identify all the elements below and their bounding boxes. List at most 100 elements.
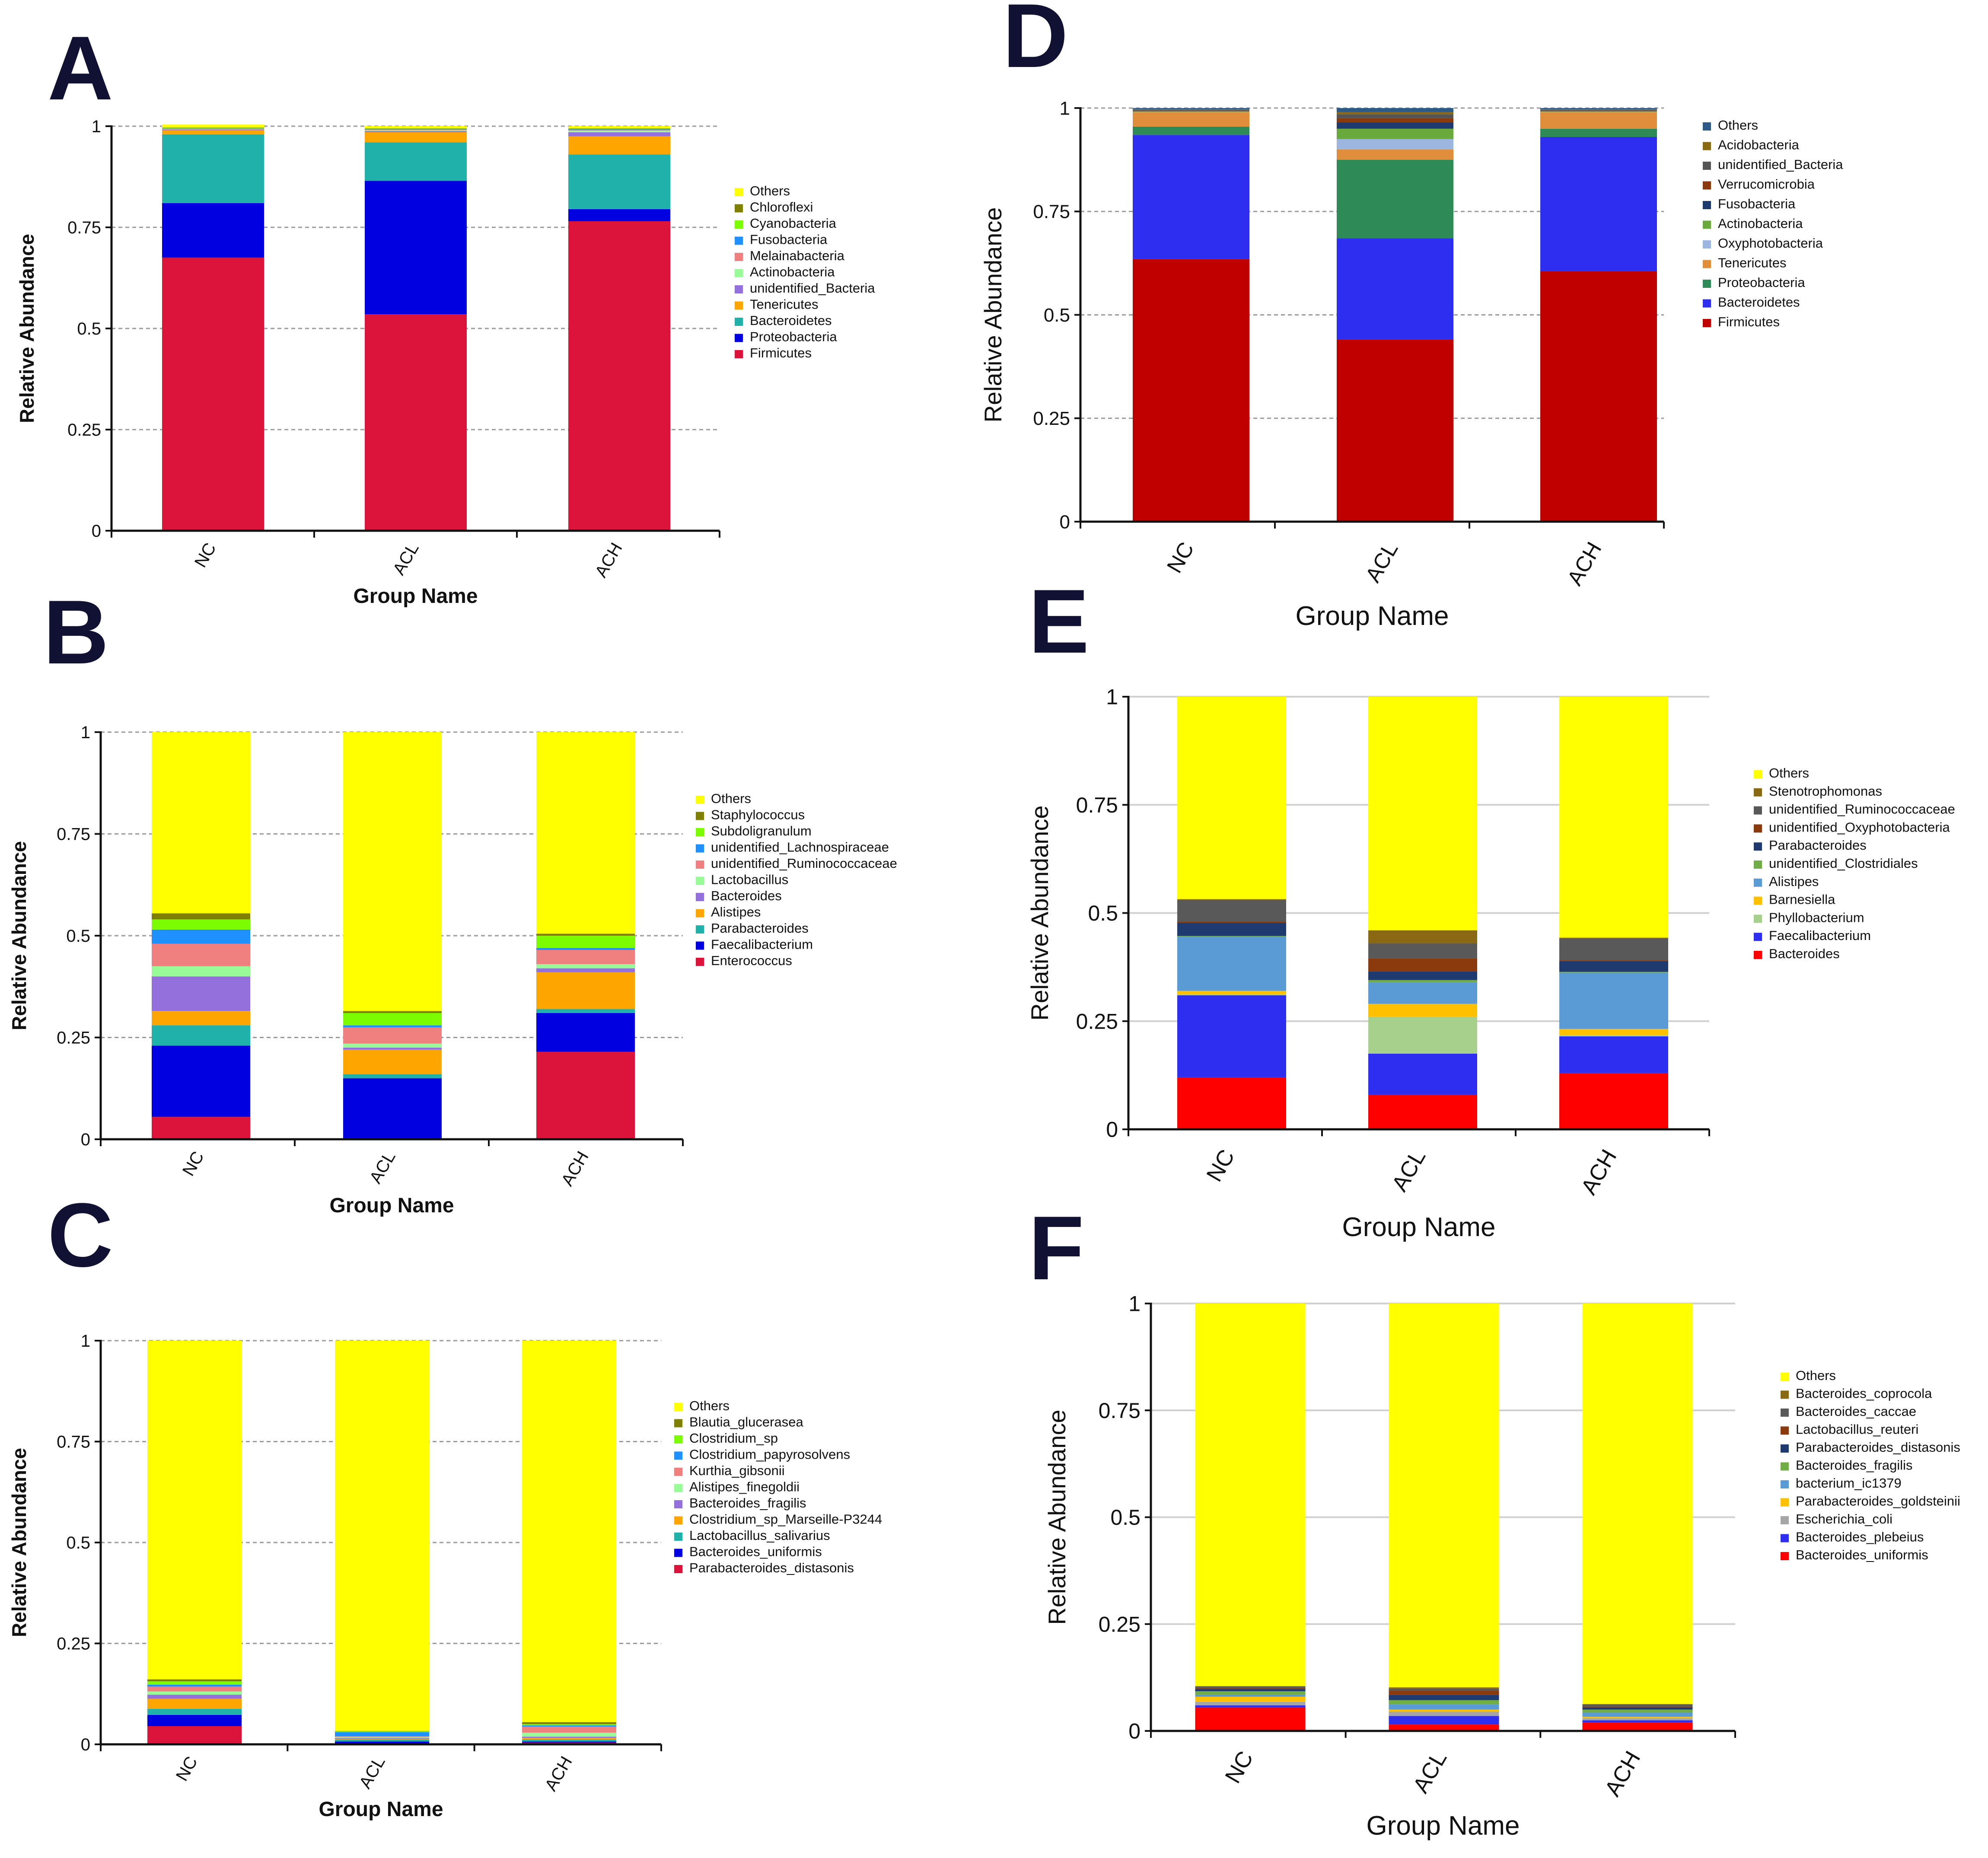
legend-swatch [1703, 299, 1711, 308]
bar-segment-acl-lactobacillus-salivarius [335, 1739, 429, 1742]
bar-segment-nc-unidentified-bacteria [162, 129, 264, 131]
bar-segment-ach-subdoligranulum [536, 936, 635, 948]
legend-label: Bacteroides_plebeius [1796, 1530, 1924, 1545]
bar-segment-nc-others [147, 1341, 242, 1680]
y-tick-label: 0.5 [77, 319, 101, 338]
bar-segment-acl-faecalibacterium [343, 1078, 442, 1139]
bar-segment-nc-others [152, 732, 250, 914]
legend-swatch [1703, 240, 1711, 249]
y-tick-label: 0 [1106, 1118, 1118, 1142]
legend-swatch [735, 285, 743, 293]
x-tick-label: ACL [1360, 538, 1402, 586]
legend-label: Escherichia_coli [1796, 1511, 1892, 1527]
legend-swatch [1781, 1426, 1789, 1435]
legend-swatch [1781, 1516, 1789, 1524]
bar-segment-acl-staphylococcus [343, 1011, 442, 1013]
bar-segment-acl-bacteroides-fragilis [1389, 1700, 1499, 1705]
bar-segment-nc-firmicutes [1133, 259, 1249, 522]
bar-segment-acl-others [1389, 1303, 1499, 1688]
legend: Others Bacteroides_coprocola Bacteroides_c… [1781, 1368, 1960, 1562]
bar-segment-ach-alistipes [536, 972, 635, 1009]
bar-segment-acl-others [335, 1341, 429, 1731]
bar-segment-ach-others [522, 1341, 616, 1722]
x-tick-label: ACL [356, 1753, 389, 1792]
legend-swatch [735, 334, 743, 342]
x-axis-title: Group Name [319, 1798, 443, 1821]
bar-segment-nc-tenericutes [162, 130, 264, 134]
bar-segment-nc-lactobacillus-salivarius [147, 1708, 242, 1715]
bar-segment-nc-bacteroides [1177, 1077, 1286, 1129]
legend-label: Phyllobacterium [1769, 910, 1864, 925]
panel-d: D 0 0.25 0.5 0.75 1 NC ACL ACH Relative Abundance… [979, 0, 1843, 631]
bar-segment-nc-faecalibacterium [152, 1045, 250, 1117]
bar-segment-nc-proteobacteria [162, 203, 264, 258]
legend-swatch [1754, 788, 1762, 797]
bar-segment-ach-bacteroides-coprocola [1582, 1704, 1693, 1705]
bar-segment-nc-clostridium-sp-marseille-p3244 [147, 1699, 242, 1709]
bar-segment-ach-others [1540, 108, 1657, 109]
legend-swatch [674, 1549, 682, 1557]
bar-segment-nc-subdoligranulum [152, 919, 250, 930]
bar-segment-ach-fusobacteria [568, 129, 670, 130]
bar-segment-acl-bacteroides-fragilis [335, 1738, 429, 1739]
legend-swatch [1703, 220, 1711, 229]
legend-swatch [674, 1516, 682, 1525]
bar-segment-acl-bacteroidetes [1337, 238, 1453, 340]
bar-segment-ach-barnesiella [1559, 1029, 1668, 1036]
bar-segment-nc-bacteroidetes [1133, 135, 1249, 259]
bar-segment-ach-blautia-glucerasea [522, 1722, 616, 1724]
bar-segment-ach-stenotrophomonas [1559, 937, 1668, 939]
legend-swatch [696, 958, 704, 966]
legend-swatch [1781, 1462, 1789, 1471]
bar-segment-ach-unidentified-bacteria [1540, 109, 1657, 111]
bar-segment-acl-fusobacteria [365, 129, 467, 130]
bar-segment-ach-chloroflexi [568, 128, 670, 129]
y-tick-label: 0.75 [67, 218, 101, 237]
bar-segment-acl-others [1368, 697, 1477, 931]
x-axis-title: Group Name [353, 585, 478, 608]
legend-label: Alistipes [711, 905, 761, 920]
bar-segment-acl-proteobacteria [365, 181, 467, 315]
bar-segment-acl-lactobacillus [343, 1043, 442, 1048]
y-tick-label: 1 [81, 723, 90, 742]
y-tick-label: 0.75 [1076, 793, 1118, 817]
legend-label: Tenericutes [750, 297, 819, 312]
bar-segment-nc-staphylococcus [152, 913, 250, 920]
legend-label: Bacteroides_coprocola [1796, 1386, 1932, 1401]
bar-segment-nc-unidentified-ruminococcaceae [1177, 900, 1286, 922]
bar-segment-acl-unidentified-bacteria [1337, 114, 1453, 118]
y-axis-title: Relative Abundance [8, 1448, 30, 1637]
legend-label: Blautia_glucerasea [689, 1415, 803, 1430]
y-tick-label: 0.25 [1033, 408, 1070, 429]
bar-segment-ach-enterococcus [536, 1052, 635, 1139]
bar-segment-nc-unidentified-lachnospiraceae [152, 929, 250, 944]
bar-segment-nc-parabacteroides [1177, 923, 1286, 936]
bar-segment-acl-alistipes [1368, 982, 1477, 1004]
legend-swatch [1703, 280, 1711, 288]
legend-label: Parabacteroides_distasonis [689, 1560, 854, 1575]
bar-segment-acl-escherichia-coli [1389, 1711, 1499, 1716]
bar-segment-acl-unidentified-lachnospiraceae [343, 1025, 442, 1027]
legend-swatch [696, 925, 704, 934]
legend-swatch [1703, 162, 1711, 170]
legend-swatch [1754, 951, 1762, 959]
bar-segment-nc-chloroflexi [162, 127, 264, 128]
legend-label: Cyanobacteria [750, 216, 837, 231]
y-tick-label: 0 [81, 1735, 90, 1754]
x-tick-label: NC [191, 540, 220, 571]
panel-b: B 0 0.25 0.5 0.75 1 NC ACL ACH Relative Abundance… [8, 581, 897, 1217]
legend-label: Lactobacillus_salivarius [689, 1528, 830, 1543]
x-tick-label: NC [179, 1148, 208, 1179]
bar-segment-acl-melainabacteria [365, 129, 467, 131]
legend-label: Bacteroides_uniformis [689, 1544, 822, 1559]
bar-segment-ach-bacterium-ic1379 [1582, 1712, 1693, 1717]
panel-a: A 0 0.25 0.5 0.75 1 NC ACL ACH Relative Abundance… [16, 17, 875, 608]
bar-segment-acl-faecalibacterium [1368, 1053, 1477, 1095]
legend-swatch [674, 1500, 682, 1508]
legend-label: Firmicutes [750, 345, 812, 360]
bar-segment-acl-unidentified-ruminococcaceae [1368, 943, 1477, 959]
bar-segment-ach-bacteroides-uniformis [522, 1741, 616, 1743]
legend-label: Bacteroidetes [750, 313, 832, 328]
bar-segment-acl-subdoligranulum [343, 1013, 442, 1026]
bar-segment-nc-alistipes-finegoldii [147, 1691, 242, 1695]
